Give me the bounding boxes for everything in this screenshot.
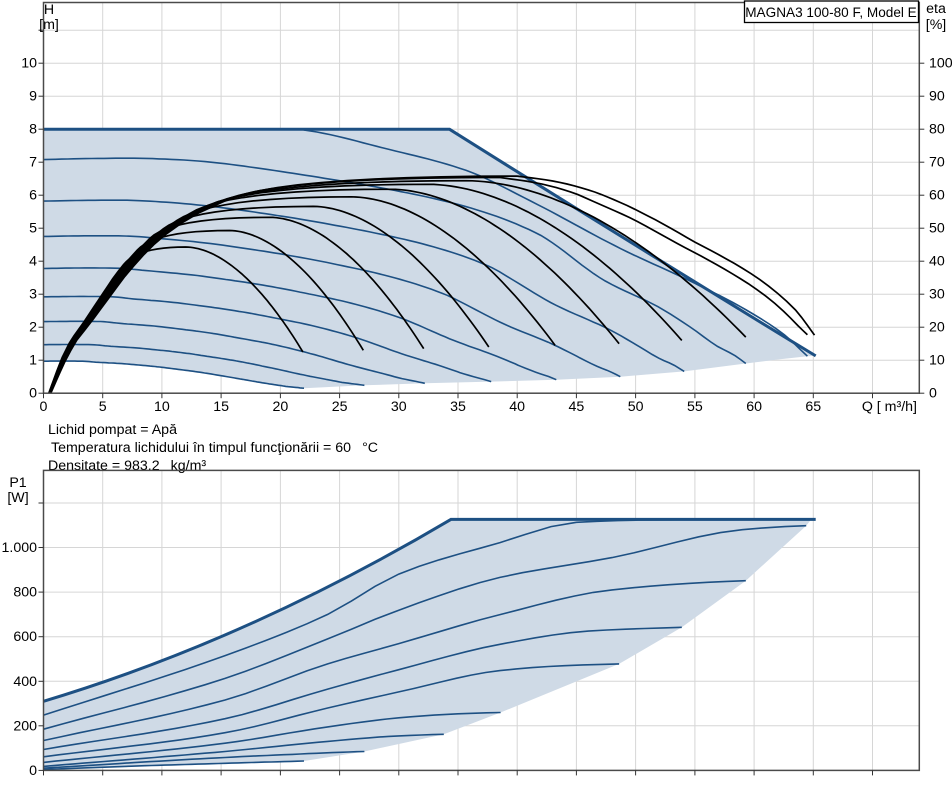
svg-text:2: 2 <box>29 320 37 336</box>
svg-text:200: 200 <box>13 718 37 734</box>
svg-text:50: 50 <box>628 399 644 415</box>
svg-text:60: 60 <box>929 188 945 204</box>
svg-text:45: 45 <box>569 399 585 415</box>
svg-text:6: 6 <box>29 188 37 204</box>
svg-text:[m]: [m] <box>39 17 59 33</box>
svg-text:H: H <box>44 2 54 18</box>
svg-text:400: 400 <box>13 674 37 690</box>
svg-text:1.000: 1.000 <box>1 540 37 556</box>
svg-text:10: 10 <box>154 399 170 415</box>
svg-text:30: 30 <box>391 399 407 415</box>
svg-text:30: 30 <box>929 287 945 303</box>
svg-text:600: 600 <box>13 629 37 645</box>
svg-text:50: 50 <box>929 221 945 237</box>
svg-text:15: 15 <box>213 399 229 415</box>
svg-text:1: 1 <box>29 353 37 369</box>
svg-text:40: 40 <box>929 254 945 270</box>
svg-text:4: 4 <box>29 254 37 270</box>
svg-text:Temperatura lichidului în timp: Temperatura lichidului în timpul funcţio… <box>51 440 378 456</box>
svg-text:5: 5 <box>99 399 107 415</box>
svg-text:25: 25 <box>332 399 348 415</box>
svg-text:90: 90 <box>929 89 945 105</box>
svg-text:0: 0 <box>929 386 937 402</box>
svg-text:9: 9 <box>29 89 37 105</box>
svg-text:MAGNA3 100-80 F, Model E: MAGNA3 100-80 F, Model E <box>745 5 917 20</box>
svg-text:P1: P1 <box>9 475 26 491</box>
svg-text:0: 0 <box>29 763 37 779</box>
svg-text:Densitate = 983.2 kg/m³: Densitate = 983.2 kg/m³ <box>48 458 206 474</box>
svg-text:3: 3 <box>29 287 37 303</box>
svg-text:70: 70 <box>929 155 945 171</box>
svg-text:10: 10 <box>929 353 945 369</box>
svg-text:60: 60 <box>746 399 762 415</box>
svg-text:7: 7 <box>29 155 37 171</box>
svg-text:Q [ m³/h]: Q [ m³/h] <box>862 399 917 415</box>
svg-text:100: 100 <box>929 56 952 72</box>
svg-text:5: 5 <box>29 221 37 237</box>
svg-text:Lichid pompat = Apă: Lichid pompat = Apă <box>48 422 177 438</box>
svg-text:20: 20 <box>273 399 289 415</box>
svg-text:20: 20 <box>929 320 945 336</box>
svg-text:[W]: [W] <box>7 490 28 506</box>
svg-text:10: 10 <box>21 56 37 72</box>
svg-text:80: 80 <box>929 122 945 138</box>
svg-text:0: 0 <box>29 386 37 402</box>
svg-text:35: 35 <box>450 399 466 415</box>
svg-text:0: 0 <box>40 399 48 415</box>
svg-text:65: 65 <box>805 399 821 415</box>
svg-text:8: 8 <box>29 122 37 138</box>
svg-text:eta: eta <box>926 1 946 17</box>
svg-text:800: 800 <box>13 585 37 601</box>
svg-text:55: 55 <box>687 399 703 415</box>
svg-text:[%]: [%] <box>926 17 947 33</box>
svg-text:40: 40 <box>509 399 525 415</box>
